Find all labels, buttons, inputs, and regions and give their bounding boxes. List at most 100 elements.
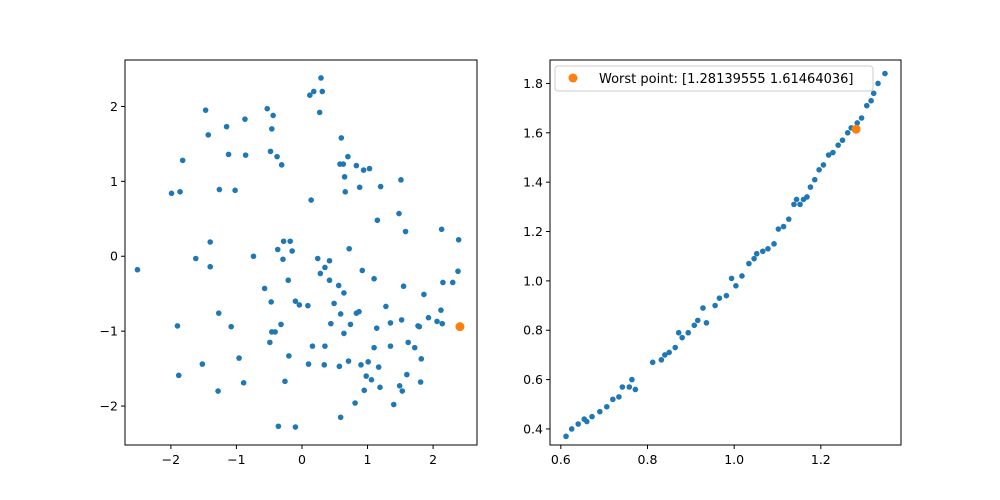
data-point-0-0-124: [352, 400, 358, 406]
data-point-0-0-122: [215, 388, 221, 394]
data-point-0-0-123: [399, 388, 406, 394]
data-point-0-0-100: [411, 344, 418, 351]
data-point-0-0-111: [375, 364, 382, 370]
data-point-0-0-115: [368, 377, 375, 383]
data-point-1-0-36: [765, 246, 771, 252]
data-point-0-0-52: [322, 264, 328, 271]
data-point-0-0-4: [316, 109, 323, 116]
y-tick-label-1-7: 1.8: [523, 76, 543, 91]
data-point-0-0-64: [449, 279, 456, 286]
data-point-0-0-40: [207, 239, 214, 245]
y-tick-label-1-3: 1.0: [523, 273, 543, 288]
x-tick-label-1-1: 0.8: [638, 452, 658, 467]
y-tick-label-0-1: −1: [100, 324, 118, 339]
data-point-0-0-50: [326, 257, 333, 264]
y-tick-label-0-0: −2: [100, 399, 118, 414]
data-point-1-0-34: [753, 250, 760, 257]
data-point-0-0-55: [317, 270, 324, 277]
data-point-0-0-22: [360, 167, 367, 173]
data-point-0-0-43: [274, 246, 281, 253]
data-point-0-0-47: [192, 255, 199, 262]
data-point-0-0-49: [314, 255, 321, 262]
data-point-0-0-32: [232, 187, 238, 194]
x-tick-label-0-2: 0: [298, 452, 306, 467]
data-point-0-0-76: [337, 311, 344, 317]
data-point-0-0-27: [342, 189, 349, 195]
data-point-1-0-7: [603, 403, 610, 410]
data-point-0-0-45: [346, 245, 352, 252]
data-point-0-0-75: [353, 310, 360, 316]
data-point-1-0-5: [589, 413, 595, 420]
data-point-0-0-126: [337, 414, 344, 421]
data-point-0-0-59: [285, 277, 292, 284]
data-point-0-0-56: [359, 267, 366, 274]
x-tick-label-1-2: 1.0: [724, 452, 744, 467]
data-point-0-0-73: [215, 310, 222, 316]
data-point-1-0-42: [793, 196, 800, 203]
data-point-0-0-85: [328, 320, 334, 327]
data-point-1-0-50: [825, 152, 832, 158]
left-plot-axes: −2 −1 0 1 2 −2 −1 0 1 2: [100, 59, 478, 467]
data-point-0-0-48: [280, 256, 286, 263]
data-point-0-0-1: [310, 88, 317, 95]
data-point-1-0-8: [610, 396, 616, 403]
legend: Worst point: [1.28139555 1.61464036]: [554, 65, 874, 92]
data-point-0-0-34: [308, 197, 314, 203]
data-point-0-0-15: [242, 152, 249, 158]
data-point-0-0-53: [134, 266, 141, 273]
data-point-0-0-82: [174, 323, 181, 329]
data-point-0-0-37: [402, 228, 409, 235]
data-point-1-0-41: [791, 201, 797, 208]
y-tick-label-1-0: 0.4: [523, 421, 543, 436]
y-tick-label-1-4: 1.2: [523, 224, 543, 239]
data-point-0-0-16: [274, 153, 280, 160]
data-point-0-0-62: [261, 285, 268, 292]
data-point-0-0-13: [267, 148, 274, 155]
data-point-1-0-9: [616, 394, 622, 400]
data-point-0-0-69: [331, 300, 337, 307]
left-plot-marks: [134, 75, 465, 430]
data-point-1-0-37: [771, 241, 777, 247]
data-point-0-0-108: [305, 361, 312, 367]
left-scatter-plot: −2 −1 0 1 2 −2 −1 0 1 2: [100, 59, 478, 467]
data-point-0-0-65: [341, 290, 347, 296]
data-point-0-0-117: [240, 380, 247, 386]
data-point-1-0-40: [785, 216, 792, 222]
data-point-0-0-12: [338, 135, 345, 141]
data-point-0-0-35: [396, 210, 402, 217]
data-point-1-0-57: [858, 115, 865, 121]
data-point-1-0-52: [835, 142, 841, 148]
data-point-0-0-72: [305, 302, 311, 309]
data-point-0-0-3: [307, 92, 313, 98]
data-point-0-0-0: [318, 75, 324, 81]
data-point-0-0-110: [336, 363, 343, 370]
data-point-1-0-43: [797, 201, 803, 208]
data-point-0-0-39: [455, 236, 462, 243]
data-point-0-0-84: [278, 321, 284, 328]
data-point-0-0-10: [269, 126, 275, 132]
data-point-0-0-25: [341, 174, 348, 180]
data-point-1-0-32: [746, 260, 752, 267]
data-point-1-0-56: [854, 120, 861, 126]
y-tick-label-1-5: 1.4: [523, 175, 543, 190]
x-tick-label-0-0: −2: [162, 452, 180, 467]
data-point-0-0-33: [356, 184, 363, 191]
data-point-1-0-45: [804, 194, 810, 200]
data-point-0-0-91: [272, 329, 278, 335]
data-point-0-0-94: [267, 339, 273, 346]
data-point-0-0-92: [341, 330, 347, 337]
data-point-1-0-61: [875, 80, 881, 87]
data-point-0-0-77: [438, 307, 444, 313]
data-point-0-0-14: [225, 151, 232, 158]
data-point-0-0-118: [396, 383, 403, 389]
data-point-0-0-66: [421, 291, 427, 298]
x-tick-label-0-1: −1: [227, 452, 245, 467]
data-point-0-0-29: [216, 186, 223, 193]
data-point-1-0-33: [751, 255, 757, 262]
data-point-1-0-25: [703, 320, 710, 326]
data-point-0-0-54: [455, 268, 461, 275]
right-scatter-plot: 0.6 0.8 1.0 1.2 0.4 0.6 0.8 1.0 1.2 1.4 1.6 1.8 Wor…: [523, 59, 902, 467]
data-point-0-0-120: [377, 384, 383, 391]
data-point-0-0-46: [250, 253, 257, 260]
x-tick-label-0-3: 1: [364, 452, 372, 467]
